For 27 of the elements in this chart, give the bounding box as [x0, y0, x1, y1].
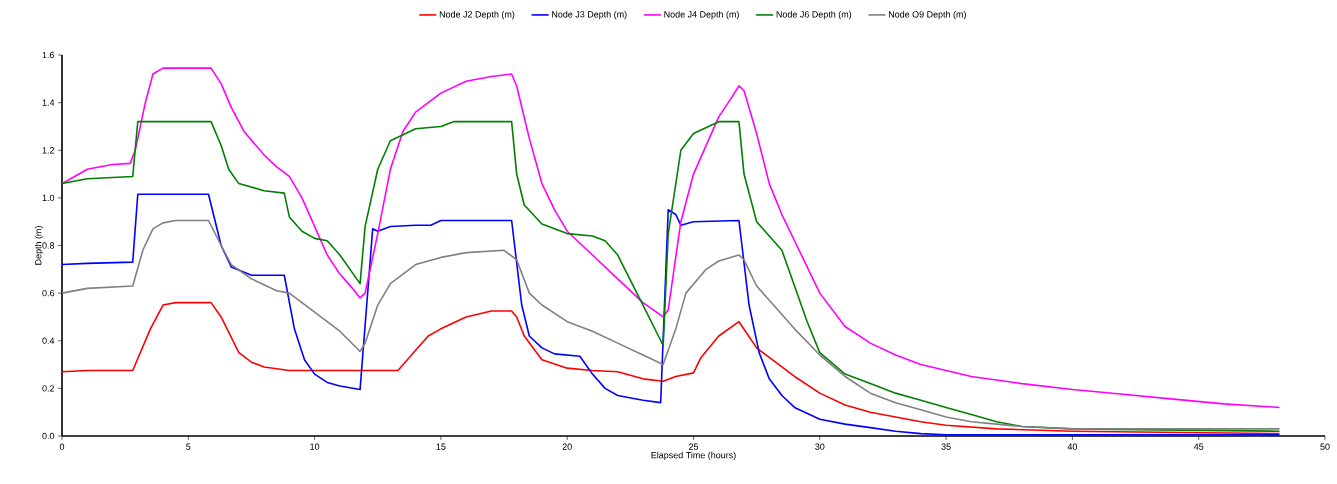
y-tick-label: 0.2: [42, 385, 55, 392]
x-axis-title: Elapsed Time (hours): [651, 451, 736, 461]
x-tick-label: 30: [815, 443, 825, 450]
y-tick-label: 0.6: [42, 289, 55, 297]
x-tick-label: 15: [436, 443, 446, 450]
x-tick-label: 5: [186, 443, 191, 450]
x-tick-label: 40: [1067, 443, 1078, 450]
y-tick-label: 1.2: [42, 147, 55, 154]
legend-label: Node O9 Depth (m): [888, 10, 966, 20]
x-tick-label: 20: [562, 443, 572, 450]
y-tick-label: 0.4: [42, 337, 55, 344]
x-tick-label: 45: [1193, 443, 1204, 450]
legend-label: Node J4 Depth (m): [664, 10, 739, 20]
x-tick-label: 35: [941, 443, 951, 450]
y-tick-label: 1.0: [42, 194, 55, 202]
y-tick-label: 0.0: [42, 432, 55, 440]
y-tick-label: 1.4: [42, 99, 55, 106]
legend-label: Node J3 Depth (m): [552, 10, 627, 20]
x-tick-label: 25: [688, 443, 699, 450]
y-tick-label: 0.8: [42, 242, 55, 249]
legend-label: Node J2 Depth (m): [439, 10, 515, 20]
x-tick-label: 10: [310, 443, 320, 450]
x-tick-label: 50: [1320, 443, 1330, 450]
line-series: [61, 120, 1281, 433]
y-tick-label: 1.6: [42, 51, 55, 59]
legend-label: Node J6 Depth (m): [776, 10, 852, 20]
x-tick-label: 0: [59, 443, 65, 450]
